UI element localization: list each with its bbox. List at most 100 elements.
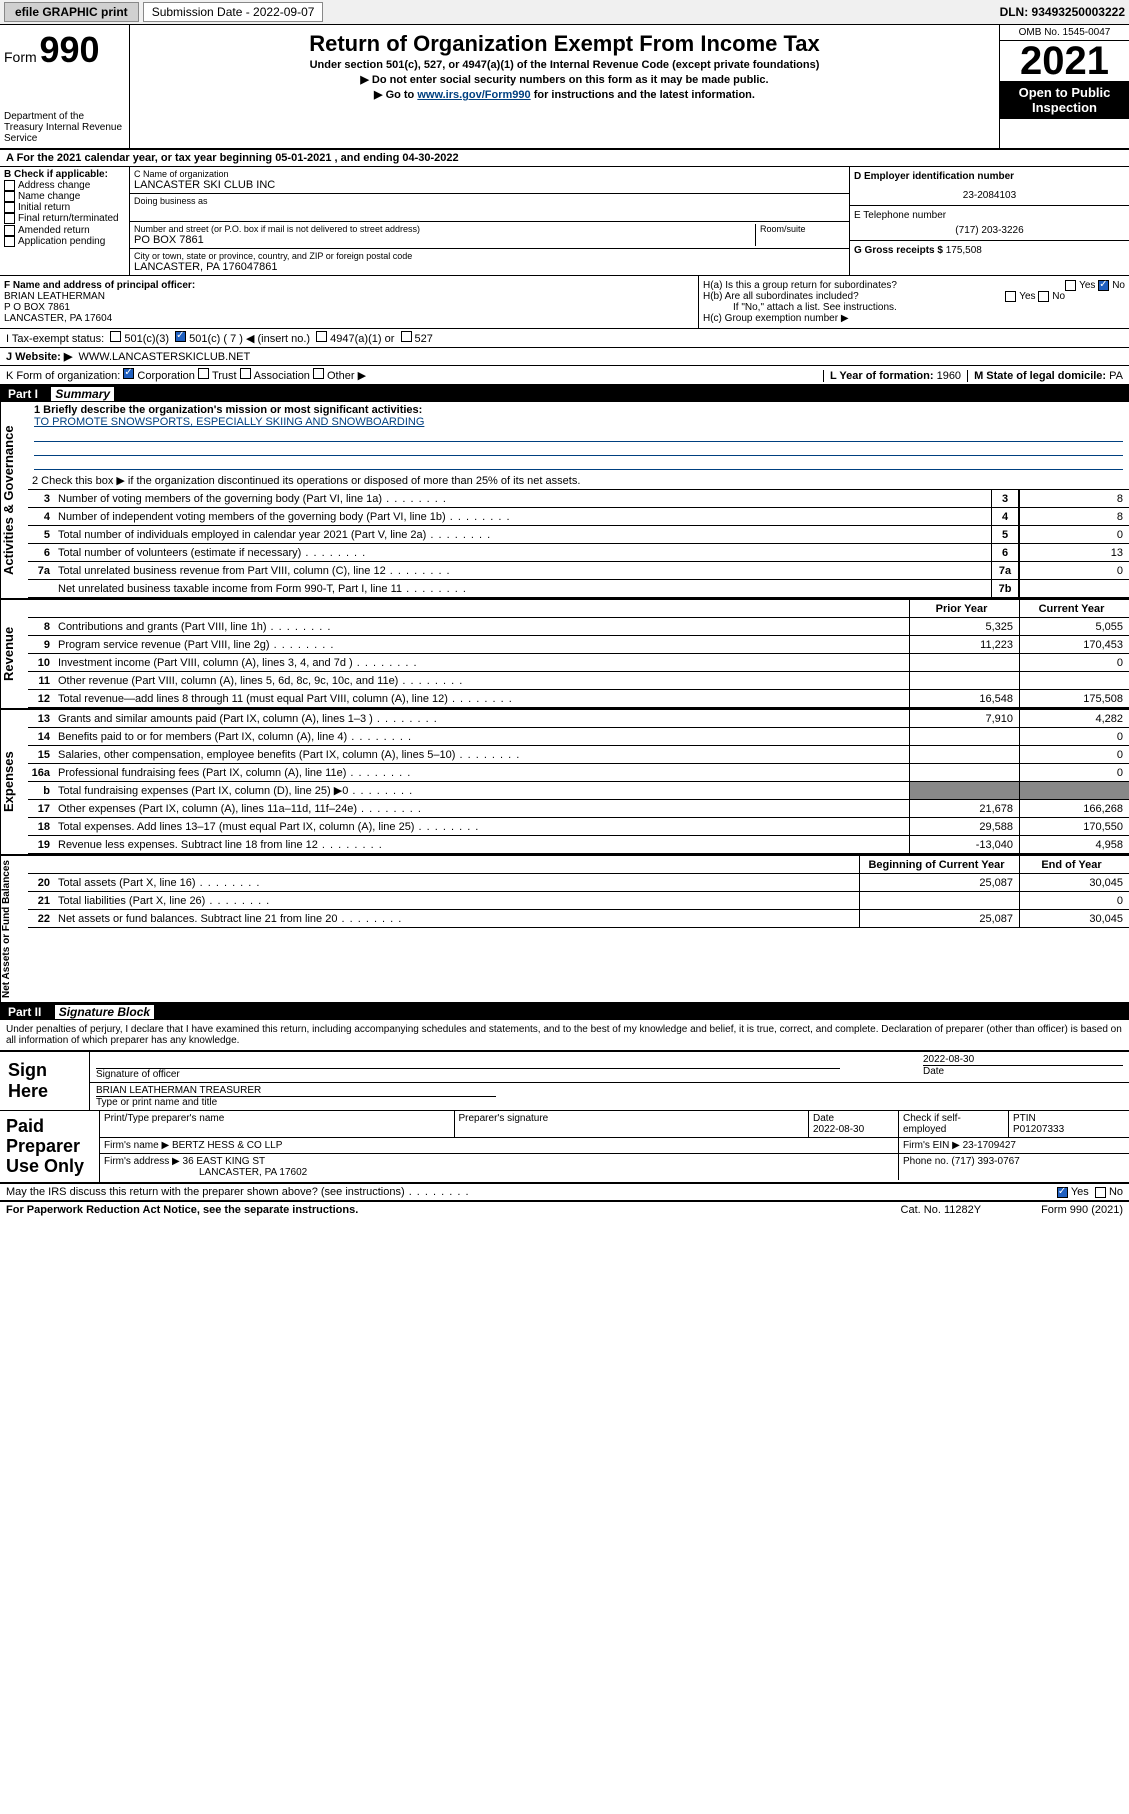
ha-label: H(a) Is this a group return for subordin… [703,280,897,291]
row-16a: 16aProfessional fundraising fees (Part I… [28,764,1129,782]
chk-527[interactable] [401,331,412,342]
line-k: K Form of organization: Corporation Trus… [0,366,1129,386]
ein-label: D Employer identification number [854,171,1014,182]
preparer-date: 2022-08-30 [813,1124,864,1135]
row-9: 9Program service revenue (Part VIII, lin… [28,636,1129,654]
website-value[interactable]: WWW.LANCASTERSKICLUB.NET [78,351,250,363]
date-label: Date [923,1066,944,1077]
row-21: 21Total liabilities (Part X, line 26)0 [28,892,1129,910]
header-left: Form 990 Department of the Treasury Inte… [0,25,130,148]
chk-trust[interactable] [198,368,209,379]
ha-no[interactable] [1098,280,1109,291]
netassets-section: Net Assets or Fund Balances Beginning of… [0,856,1129,1004]
row-18: 18Total expenses. Add lines 13–17 (must … [28,818,1129,836]
header-right: OMB No. 1545-0047 2021 Open to Public In… [999,25,1129,148]
chk-corp[interactable] [123,368,134,379]
chk-4947[interactable] [316,331,327,342]
chk-501c[interactable] [175,331,186,342]
col-b-checkboxes: B Check if applicable: Address change Na… [0,167,130,275]
chk-other[interactable] [313,368,324,379]
sign-date: 2022-08-30 [923,1054,1123,1065]
firm-phone: (717) 393-0767 [951,1156,1019,1167]
footer: For Paperwork Reduction Act Notice, see … [0,1201,1129,1218]
hb-note: If "No," attach a list. See instructions… [703,302,1125,313]
chk-final-return[interactable]: Final return/terminated [4,213,125,224]
hb-no[interactable] [1038,291,1049,302]
discuss-yes[interactable] [1057,1187,1068,1198]
chk-amended[interactable]: Amended return [4,225,125,236]
form-word: Form [4,49,37,65]
gross-receipts: 175,508 [946,245,982,256]
row-19: 19Revenue less expenses. Subtract line 1… [28,836,1129,854]
phone-label: E Telephone number [854,210,946,221]
street-address: PO BOX 7861 [134,234,755,246]
row-14: 14Benefits paid to or for members (Part … [28,728,1129,746]
gov-row-3: 3Number of voting members of the governi… [28,490,1129,508]
sign-here-label: Sign Here [0,1052,90,1110]
expenses-label: Expenses [0,710,28,854]
state-domicile: PA [1109,370,1123,382]
paperwork-notice: For Paperwork Reduction Act Notice, see … [6,1204,358,1216]
begin-year-hd: Beginning of Current Year [859,856,1019,873]
cat-no: Cat. No. 11282Y [901,1204,982,1216]
sign-here-block: Sign Here Signature of officer 2022-08-3… [0,1051,1129,1111]
col-c: C Name of organization LANCASTER SKI CLU… [130,167,849,275]
discuss-row: May the IRS discuss this return with the… [0,1184,1129,1201]
chk-initial-return[interactable]: Initial return [4,202,125,213]
chk-application-pending[interactable]: Application pending [4,236,125,247]
gov-row-7a: 7aTotal unrelated business revenue from … [28,562,1129,580]
na-header: Beginning of Current Year End of Year [28,856,1129,874]
entity-info: B Check if applicable: Address change Na… [0,167,1129,276]
revenue-section: Revenue Prior Year Current Year 8Contrib… [0,600,1129,710]
officer-name: BRIAN LEATHERMAN [4,291,694,302]
gov-row-7b: Net unrelated business taxable income fr… [28,580,1129,598]
ptin-value: P01207333 [1013,1124,1064,1135]
netassets-label: Net Assets or Fund Balances [0,856,28,1002]
firm-addr2: LANCASTER, PA 17602 [104,1167,307,1178]
chk-501c3[interactable] [110,331,121,342]
dept-text: Department of the Treasury Internal Reve… [4,111,125,144]
subtitle-2: ▶ Do not enter social security numbers o… [138,73,991,86]
form-header: Form 990 Department of the Treasury Inte… [0,25,1129,150]
governance-label: Activities & Governance [0,402,28,598]
row-b: bTotal fundraising expenses (Part IX, co… [28,782,1129,800]
row-8: 8Contributions and grants (Part VIII, li… [28,618,1129,636]
gross-label: G Gross receipts $ [854,245,946,256]
efile-button[interactable]: efile GRAPHIC print [4,2,139,22]
ein-value: 23-2084103 [854,182,1125,201]
firm-name: BERTZ HESS & CO LLP [172,1140,282,1151]
line-2: 2 Check this box ▶ if the organization d… [28,472,1129,490]
addr-label: Number and street (or P.O. box if mail i… [134,224,755,234]
gov-row-4: 4Number of independent voting members of… [28,508,1129,526]
row-22: 22Net assets or fund balances. Subtract … [28,910,1129,928]
prior-year-hd: Prior Year [909,600,1019,617]
discuss-no[interactable] [1095,1187,1106,1198]
ha-yes[interactable] [1065,280,1076,291]
mission-text: TO PROMOTE SNOWSPORTS, ESPECIALLY SKIING… [34,416,424,428]
chk-name-change[interactable]: Name change [4,191,125,202]
gov-row-6: 6Total number of volunteers (estimate if… [28,544,1129,562]
irs-link[interactable]: www.irs.gov/Form990 [417,89,530,101]
preparer-sig-hd: Preparer's signature [455,1111,810,1137]
dba-label: Doing business as [134,196,845,206]
hb-yes[interactable] [1005,291,1016,302]
chk-assoc[interactable] [240,368,251,379]
dln-text: DLN: 93493250003222 [1000,5,1125,19]
paid-preparer-label: Paid Preparer Use Only [0,1111,100,1182]
preparer-name-hd: Print/Type preparer's name [100,1111,455,1137]
part2-header: Part II Signature Block [0,1004,1129,1020]
hb-label: H(b) Are all subordinates included? [703,291,859,302]
form-number: 990 [39,29,99,70]
row-10: 10Investment income (Part VIII, column (… [28,654,1129,672]
submission-date: Submission Date - 2022-09-07 [143,2,324,22]
room-label: Room/suite [760,224,845,234]
rev-header: Prior Year Current Year [28,600,1129,618]
sig-officer-label: Signature of officer [96,1069,180,1080]
subtitle-1: Under section 501(c), 527, or 4947(a)(1)… [138,59,991,71]
line-a: A For the 2021 calendar year, or tax yea… [0,150,1129,167]
year-formation: 1960 [937,370,961,382]
firm-ein: 23-1709427 [963,1140,1016,1151]
subtitle-3: ▶ Go to www.irs.gov/Form990 for instruct… [138,88,991,101]
chk-address-change[interactable]: Address change [4,180,125,191]
self-employed-chk[interactable]: Check if self-employed [899,1111,1009,1137]
